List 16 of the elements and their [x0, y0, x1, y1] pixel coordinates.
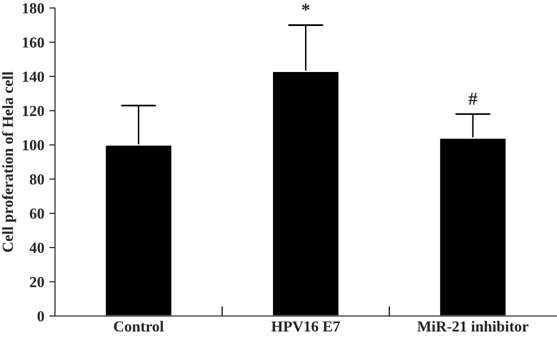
y-tick-label: 80 — [30, 174, 44, 185]
y-tick-label: 40 — [30, 242, 44, 254]
y-axis-title: Cell proferation of Hela cell — [2, 72, 16, 252]
annotation: # — [468, 92, 478, 105]
y-tick-label: 180 — [22, 3, 44, 14]
x-tick-label: Control — [114, 320, 164, 332]
y-tick-label: 20 — [30, 276, 44, 288]
y-tick-label: 120 — [22, 106, 44, 116]
y-tick-label: 100 — [22, 140, 44, 150]
y-tick-label: 0 — [38, 311, 44, 322]
y-tick-label: 160 — [22, 37, 44, 48]
y-tick-label: 140 — [22, 72, 44, 82]
x-tick-label: HPV16 E7 — [271, 321, 340, 332]
y-tick-label: 60 — [30, 208, 44, 219]
annotation: * — [302, 4, 310, 11]
x-tick-label: MiR-21 inhibitor — [417, 320, 528, 332]
